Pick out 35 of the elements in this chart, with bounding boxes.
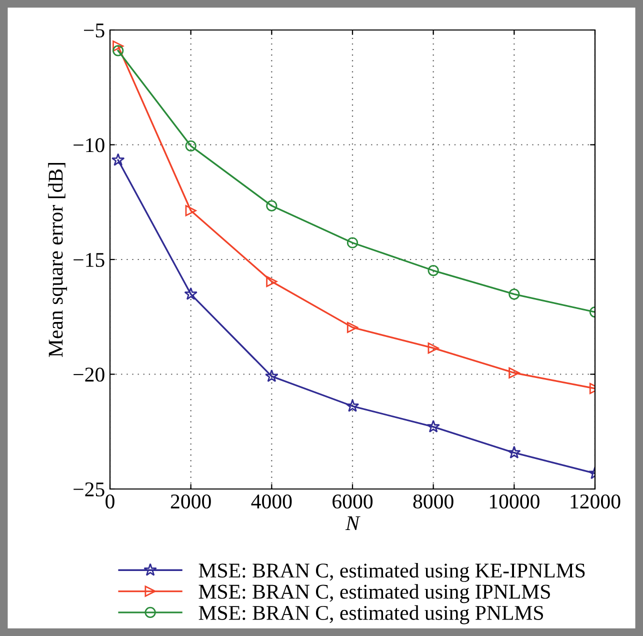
point xyxy=(111,153,125,166)
legend-label: MSE: BRAN C, estimated using KE-IPNLMS xyxy=(198,562,585,582)
y-axis-title: Mean square error [dB] xyxy=(48,163,67,357)
y-tick-label: −5 xyxy=(84,24,104,38)
point xyxy=(185,205,196,216)
x-axis-title: N xyxy=(345,516,360,530)
y-tick-label: −20 xyxy=(74,368,104,382)
point xyxy=(112,40,124,52)
x-tick-label: 6000 xyxy=(332,494,373,509)
point xyxy=(346,237,358,248)
x-tick-label: 8000 xyxy=(413,494,454,509)
x-tick-label: 10000 xyxy=(490,494,540,509)
x-tick-label: 2000 xyxy=(170,494,211,509)
point xyxy=(428,342,439,354)
y-tick-label: −25 xyxy=(74,482,104,496)
y-tick-label: −15 xyxy=(74,252,104,267)
x-tick-label: 12000 xyxy=(570,494,620,509)
point xyxy=(184,287,198,300)
point xyxy=(266,200,278,212)
point xyxy=(426,420,440,433)
point xyxy=(346,399,360,412)
point xyxy=(508,367,520,378)
legend-label: MSE: BRAN C, estimated using PNLMS xyxy=(198,605,544,624)
point xyxy=(112,45,124,56)
x-tick-label: 0 xyxy=(106,494,114,509)
point xyxy=(266,276,278,288)
y-tick-label: −10 xyxy=(74,138,104,152)
point xyxy=(346,322,358,333)
point xyxy=(428,264,439,276)
x-tick-label: 4000 xyxy=(251,494,292,509)
legend-label: MSE: BRAN C, estimated using IPNLMS xyxy=(198,584,550,604)
point xyxy=(508,446,521,458)
point xyxy=(185,140,196,152)
point xyxy=(265,369,278,382)
point xyxy=(508,288,520,300)
